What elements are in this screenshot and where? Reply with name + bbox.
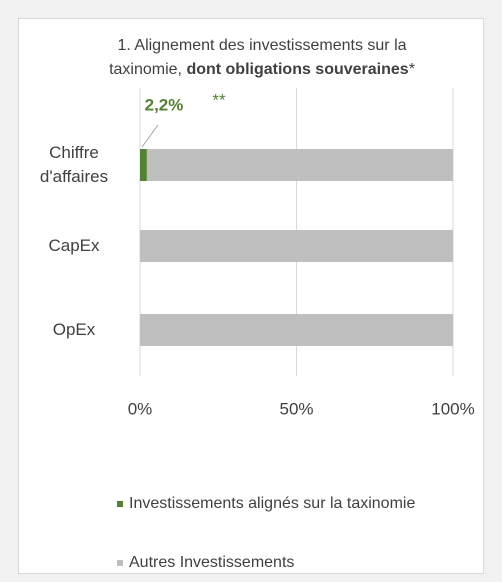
title-text: 1. Alignement des investissements sur la… (109, 37, 407, 78)
value-label: 2,2% (145, 95, 184, 114)
chart-title: 1. Alignement des investissements sur la… (86, 34, 438, 82)
x-tick-label: 0% (128, 399, 153, 418)
legend-swatch (117, 501, 123, 507)
chart-panel (18, 18, 484, 574)
x-tick-label: 50% (279, 399, 313, 418)
bar-segment (146, 149, 454, 181)
bar-segment (140, 149, 147, 181)
legend-label: Investissements alignés sur la taxinomie (129, 495, 415, 512)
title-suffix: * (408, 61, 415, 78)
bar-segment (140, 314, 453, 346)
legend-label: Autres Investissements (129, 554, 294, 571)
y-tick-label: CapEx (48, 236, 100, 255)
annotation: ** (212, 90, 226, 109)
bar-segment (140, 230, 453, 262)
y-tick-label: OpEx (52, 320, 96, 339)
title-bold: dont obligations souveraines (186, 61, 409, 78)
x-tick-label: 100% (431, 399, 474, 418)
legend-swatch (117, 560, 123, 566)
leader-line (141, 124, 159, 148)
y-tick-label: Chiffre d'affaires (39, 143, 109, 186)
